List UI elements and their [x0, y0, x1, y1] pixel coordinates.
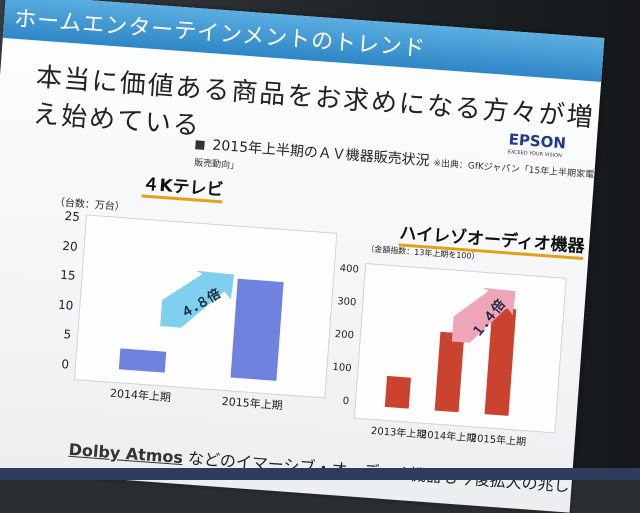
y-tick-label: 25: [64, 208, 81, 224]
growth-arrow-icon: [160, 270, 235, 328]
y-tick-label: 0: [60, 357, 70, 372]
square-bullet-icon: [195, 139, 205, 150]
x-tick-label: 2013年上期: [370, 425, 427, 441]
epson-logo: EPSON EXCEED YOUR VISION: [508, 129, 580, 160]
presentation-slide: ホームエンターテインメントのトレンド 本当に価値ある商品をお求めになる方々が増え…: [0, 0, 605, 513]
x-tick-label: 2015年上期: [221, 394, 284, 413]
y-tick-label: 100: [332, 361, 352, 375]
y-tick-label: 0: [342, 395, 350, 408]
y-tick-label: 10: [57, 297, 74, 313]
bar: [230, 278, 284, 381]
chart-title-4k-tv: ４Kテレビ: [141, 169, 225, 204]
y-tick-label: 20: [61, 238, 79, 254]
x-tick-label: 2015年上期: [470, 433, 527, 449]
footer-brand: Dolby Atmos: [68, 439, 184, 468]
growth-arrow-icon: [451, 287, 516, 343]
y-tick-label: 5: [63, 327, 72, 343]
x-tick-label: 2014年上期: [420, 429, 477, 445]
bar: [384, 375, 412, 409]
arrow-shape: [160, 270, 235, 328]
screen-bottom-edge: [0, 468, 640, 480]
x-tick-label: 2014年上期: [109, 386, 172, 405]
y-tick-label: 15: [59, 267, 77, 284]
y-tick-label: 300: [336, 296, 357, 309]
y-tick-label: 400: [339, 263, 360, 276]
arrow-shape: [451, 287, 516, 343]
y-tick-label: 200: [334, 329, 355, 342]
bar: [118, 348, 167, 373]
